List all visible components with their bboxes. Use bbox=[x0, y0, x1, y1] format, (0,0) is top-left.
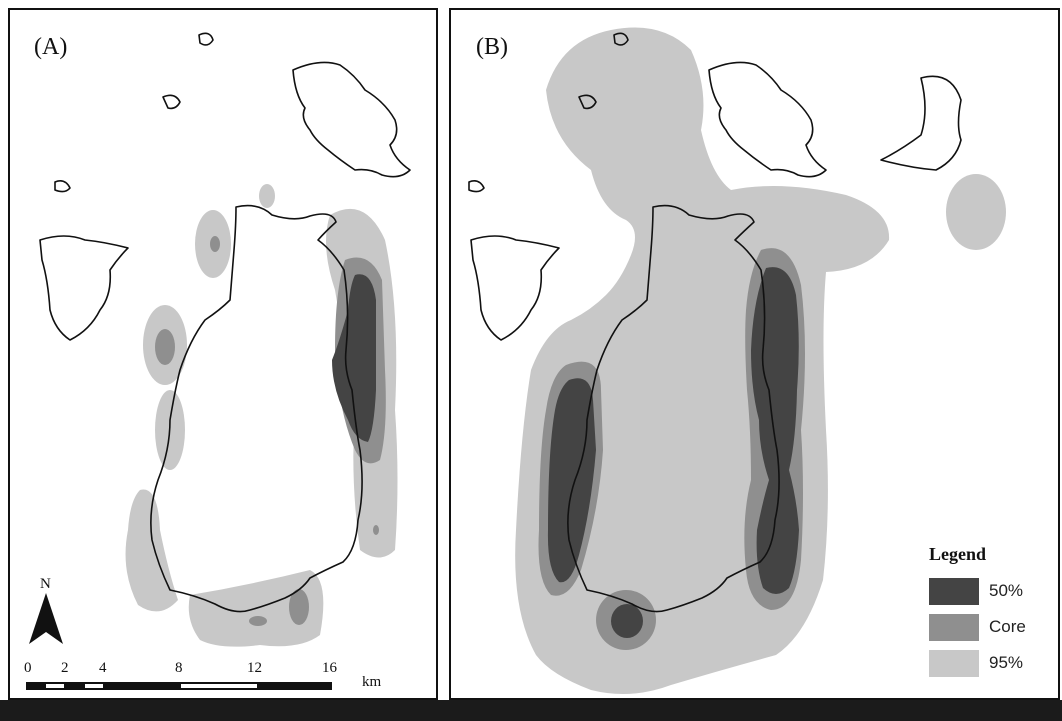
scale-tick-2: 2 bbox=[61, 660, 69, 676]
scale-tick-8: 8 bbox=[175, 660, 183, 676]
map-a-canvas bbox=[39, 32, 411, 647]
legend-label-core: Core bbox=[989, 617, 1026, 636]
legend: Legend 50% Core 95% bbox=[929, 544, 1054, 681]
bottom-bar bbox=[0, 700, 1062, 721]
map-panel-a: (A) N 0 2 4 8 12 16 km bbox=[8, 8, 438, 700]
legend-item-95: 95% bbox=[929, 645, 1054, 681]
scale-tick-0: 0 bbox=[24, 660, 32, 676]
map-panel-b: (B) Legend 50% Core 95% bbox=[449, 8, 1060, 700]
scale-tick-16: 16 bbox=[322, 660, 337, 676]
scale-unit: km bbox=[362, 674, 382, 690]
scale-tick-12: 12 bbox=[247, 660, 262, 676]
coastline-a bbox=[39, 32, 411, 613]
legend-swatch-core bbox=[929, 613, 979, 641]
legend-label-95: 95% bbox=[989, 653, 1024, 672]
legend-swatch-95 bbox=[929, 649, 979, 677]
scale-bar bbox=[26, 682, 332, 690]
legend-item-core: Core bbox=[929, 609, 1054, 645]
panel-a-label: (A) bbox=[34, 34, 68, 60]
zone-50-a bbox=[332, 274, 376, 442]
legend-item-50: 50% bbox=[929, 573, 1054, 609]
legend-label-50: 50% bbox=[989, 581, 1024, 600]
coastline-b bbox=[468, 32, 962, 613]
legend-swatch-50 bbox=[929, 577, 979, 605]
panel-b-label: (B) bbox=[476, 34, 508, 60]
map-b-canvas bbox=[468, 27, 1006, 694]
scale-tick-4: 4 bbox=[99, 660, 107, 676]
legend-title: Legend bbox=[929, 544, 987, 564]
north-label: N bbox=[40, 576, 51, 592]
